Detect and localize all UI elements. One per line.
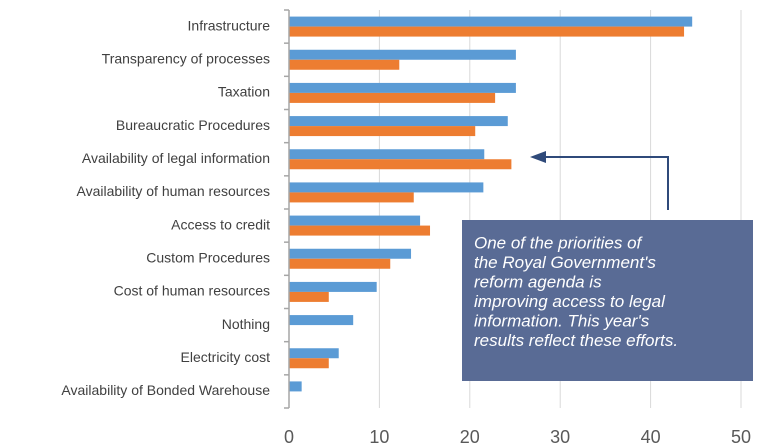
- bar: [289, 248, 412, 259]
- bar: [289, 348, 339, 359]
- bar: [289, 182, 484, 193]
- bar: [289, 116, 508, 127]
- annotation-line: information. This year's: [474, 311, 650, 330]
- y-tick-label: Electricity cost: [181, 349, 271, 365]
- bar: [289, 26, 685, 37]
- bar: [289, 192, 414, 203]
- bar: [289, 126, 476, 137]
- bar: [289, 49, 516, 60]
- bar: [289, 159, 512, 170]
- annotation-line: reform agenda is: [474, 272, 602, 291]
- bar: [289, 16, 693, 27]
- y-tick-label: Transparency of processes: [102, 50, 270, 66]
- bar: [289, 315, 354, 326]
- bar: [289, 82, 516, 93]
- bar: [289, 291, 329, 302]
- y-tick-label: Availability of human resources: [76, 183, 270, 199]
- annotation-line: results reflect these efforts.: [474, 331, 678, 350]
- y-tick-label: Availability of legal information: [82, 150, 270, 166]
- annotation-line: the Royal Government's: [474, 253, 656, 272]
- grid: [284, 9, 742, 409]
- x-tick-label: 20: [460, 427, 480, 447]
- arrow-head: [530, 151, 546, 163]
- annotation-arrow: [544, 156, 669, 210]
- y-tick-label: Infrastructure: [188, 17, 271, 33]
- annotation-box: [462, 220, 753, 381]
- y-tick-label: Nothing: [222, 316, 270, 332]
- y-tick-label: Custom Procedures: [146, 249, 270, 265]
- bar: [289, 59, 400, 70]
- y-tick-label: Availability of Bonded Warehouse: [61, 382, 270, 398]
- x-tick-label: 30: [550, 427, 570, 447]
- annotation-line: One of the priorities of: [474, 233, 644, 252]
- y-tick-label: Cost of human resources: [114, 283, 270, 299]
- bar: [289, 215, 421, 226]
- x-tick-label: 0: [284, 427, 294, 447]
- bar: [289, 381, 302, 392]
- y-tick-label: Taxation: [218, 84, 270, 100]
- x-tick-label: 40: [641, 427, 661, 447]
- bars: [289, 16, 693, 392]
- bar: [289, 92, 496, 103]
- y-tick-label: Access to credit: [171, 216, 270, 232]
- annotation-line: improving access to legal: [474, 292, 666, 311]
- x-tick-label: 10: [369, 427, 389, 447]
- bar: [289, 281, 377, 292]
- bar: [289, 258, 391, 269]
- bar: [289, 225, 431, 236]
- y-tick-label: Bureaucratic Procedures: [116, 117, 270, 133]
- x-tick-label: 50: [731, 427, 751, 447]
- bar: [289, 149, 485, 160]
- bar: [289, 358, 329, 369]
